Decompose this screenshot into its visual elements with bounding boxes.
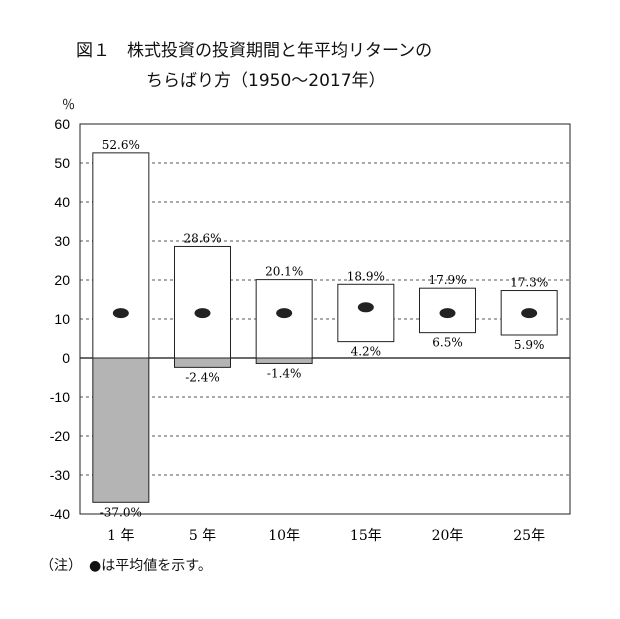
mean-marker — [521, 308, 538, 319]
bars — [92, 152, 558, 503]
y-tick-label: 40 — [54, 194, 70, 210]
y-tick-label: 10 — [54, 311, 70, 327]
mean-marker — [276, 308, 293, 319]
x-tick-label: 10年 — [268, 528, 300, 544]
y-tick-label: 20 — [54, 272, 70, 288]
bar-positive — [174, 245, 231, 359]
max-label: 17.9% — [428, 273, 466, 287]
max-label: 28.6% — [183, 231, 221, 245]
bar-positive — [255, 279, 313, 359]
y-axis-unit: ％ — [62, 98, 76, 113]
y-axis-ticks: -40 -30 -20 -10 0 10 20 30 40 50 60 — [50, 116, 70, 522]
max-label: 20.1% — [265, 265, 303, 279]
y-tick-label: -10 — [50, 389, 70, 405]
x-axis-ticks: 1 年 5 年 10年 15年 20年 25年 — [107, 528, 545, 544]
footnote: （注） ●は平均値を示す。 — [40, 558, 212, 574]
min-label: -37.0% — [100, 505, 142, 519]
y-tick-label: 30 — [54, 233, 70, 249]
bar-positive — [337, 283, 395, 343]
max-label: 18.9% — [347, 269, 385, 283]
chart-title: 図１ 株式投資の投資期間と年平均リターンの ちらばり方（1950〜2017年） — [76, 36, 432, 96]
mean-marker — [194, 308, 211, 319]
x-tick-label: 20年 — [432, 528, 464, 544]
plot-frame — [79, 123, 571, 515]
x-tick-label: 25年 — [513, 528, 545, 544]
data-labels: 52.6% -37.0% 28.6% -2.4% 20.1% -1.4% 18.9% 4.2%… — [100, 138, 548, 519]
bar-positive — [92, 152, 150, 359]
y-tick-label: 0 — [62, 350, 70, 366]
min-label: 4.2% — [351, 345, 382, 359]
min-label: 6.5% — [432, 336, 463, 350]
mean-marker — [357, 302, 374, 313]
bar-negative — [255, 357, 313, 364]
y-tick-label: -20 — [50, 428, 70, 444]
x-tick-label: 5 年 — [189, 528, 216, 544]
min-label: -1.4% — [267, 366, 302, 380]
y-tick-label: 50 — [54, 155, 70, 171]
mean-marker — [439, 308, 456, 319]
x-tick-label: 15年 — [350, 528, 382, 544]
y-tick-label: -30 — [50, 467, 70, 483]
max-label: 17.3% — [510, 276, 548, 290]
x-tick-label: 1 年 — [107, 528, 134, 544]
max-label: 52.6% — [102, 138, 140, 152]
min-label: -2.4% — [185, 370, 220, 384]
grid — [80, 162, 570, 476]
mean-marker — [112, 308, 129, 319]
y-tick-label: -40 — [50, 506, 70, 522]
bar-negative — [92, 357, 150, 503]
y-tick-label: 60 — [54, 116, 70, 132]
min-label: 5.9% — [514, 338, 545, 352]
bar-negative — [174, 357, 231, 368]
chart-title-line1: 図１ 株式投資の投資期間と年平均リターンの — [76, 41, 433, 61]
chart-title-line2: ちらばり方（1950〜2017年） — [146, 71, 386, 91]
